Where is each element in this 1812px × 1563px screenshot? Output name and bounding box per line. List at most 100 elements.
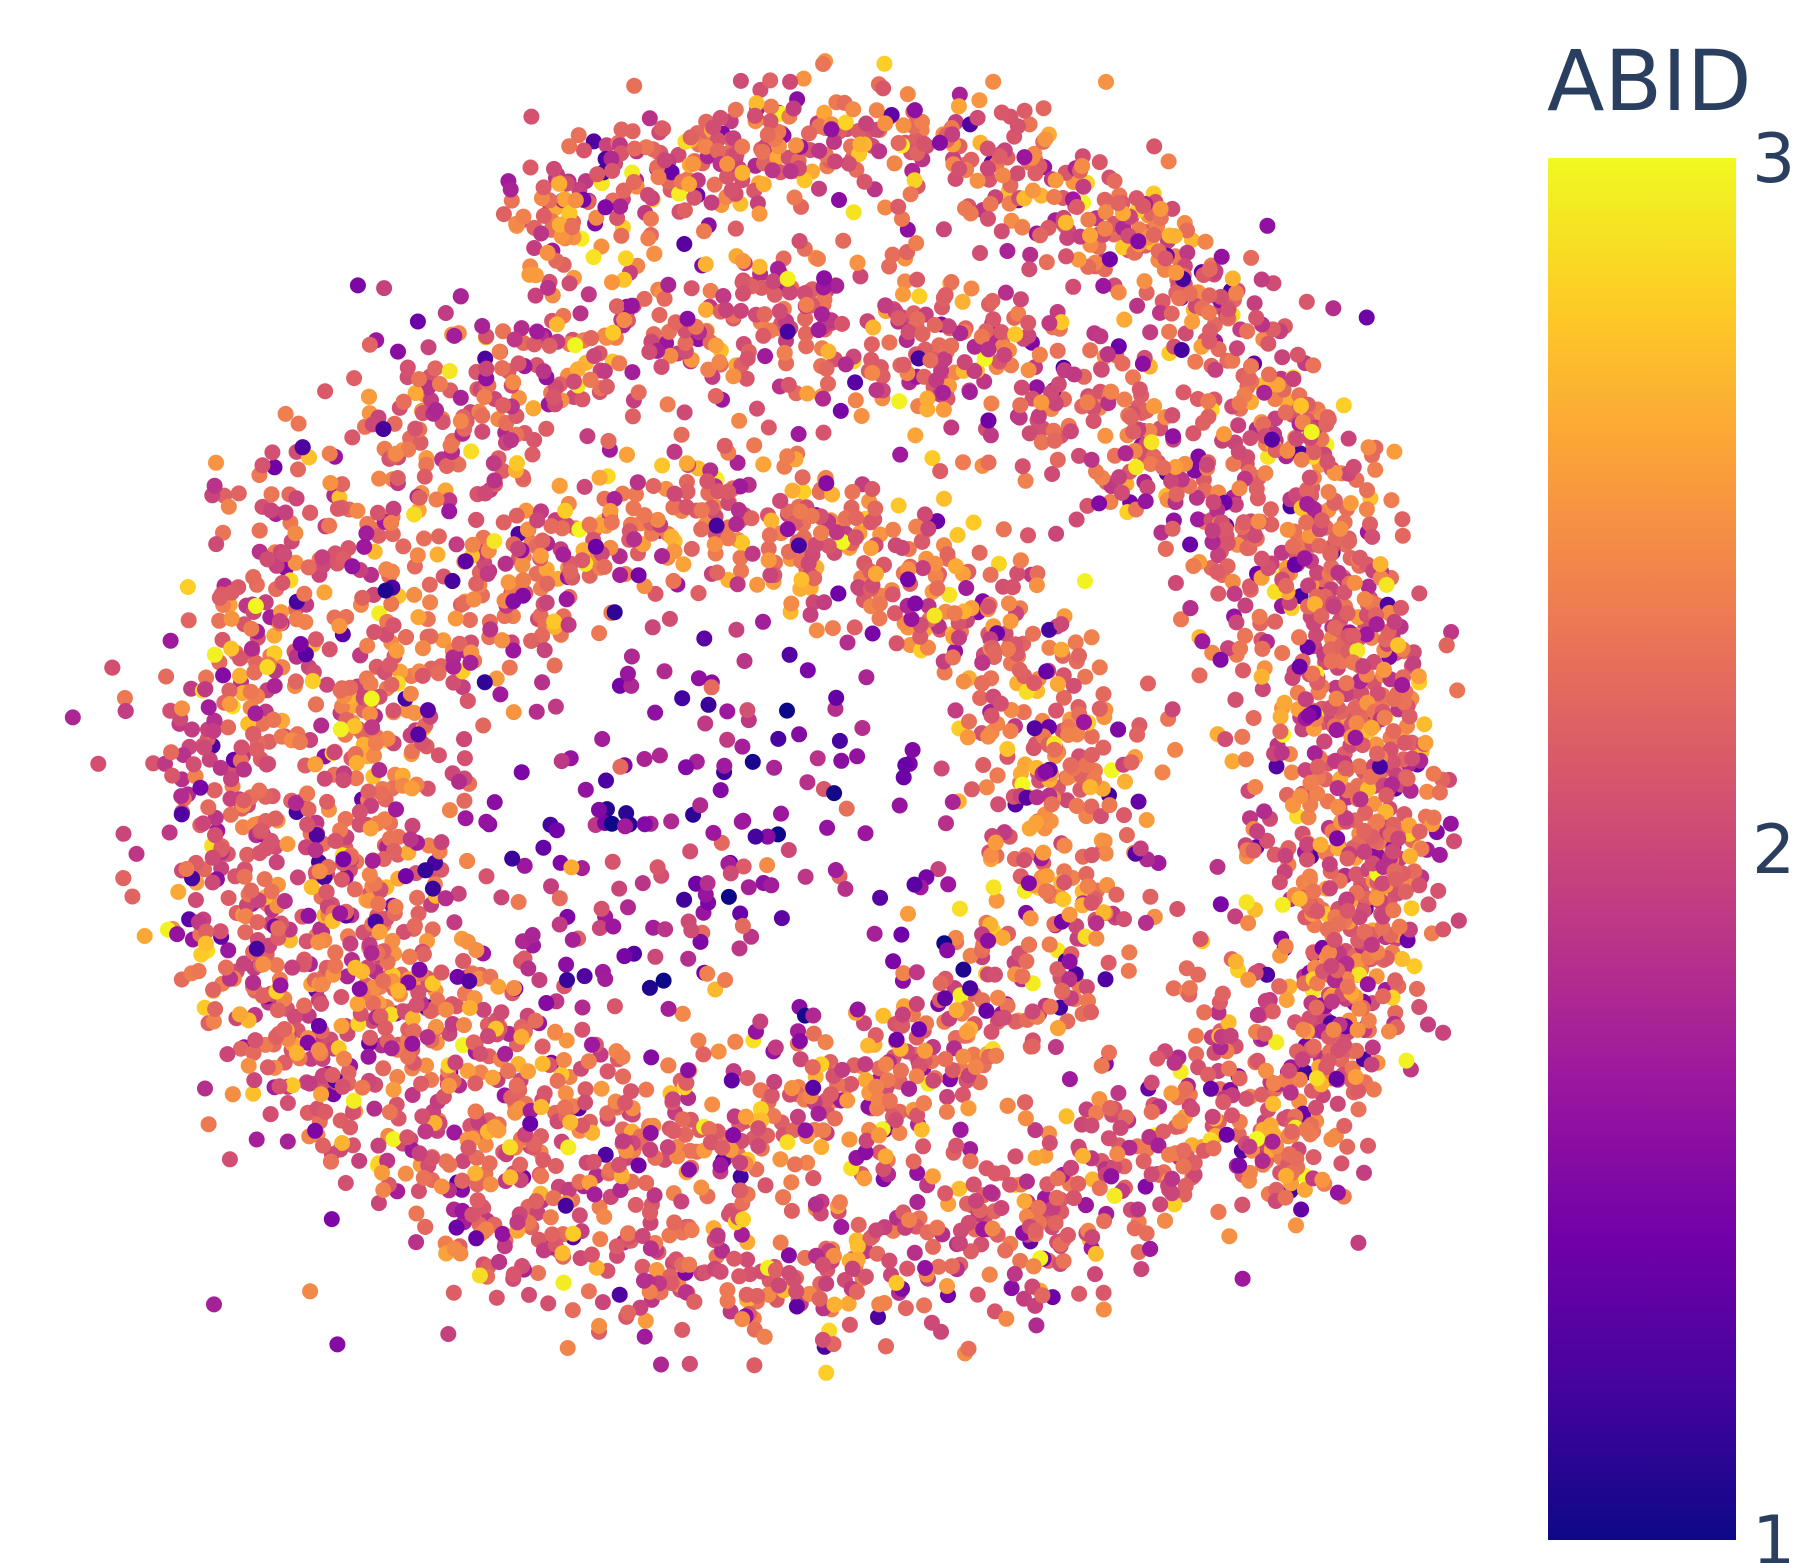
scatter-point — [1018, 1173, 1035, 1190]
scatter-point — [1262, 501, 1279, 518]
scatter-point — [1200, 304, 1217, 321]
scatter-point — [208, 536, 225, 553]
scatter-point — [858, 115, 875, 132]
scatter-point — [200, 1116, 217, 1133]
scatter-point — [871, 143, 888, 160]
scatter-point — [1253, 668, 1270, 685]
scatter-point — [276, 893, 293, 909]
scatter-point — [551, 175, 568, 192]
scatter-point — [993, 223, 1010, 240]
scatter-point — [1207, 361, 1224, 378]
scatter-point — [1321, 856, 1338, 873]
scatter-point — [446, 1124, 463, 1141]
scatter-point — [1394, 511, 1411, 528]
scatter-point — [994, 167, 1011, 184]
scatter-point — [826, 1110, 843, 1127]
scatter-point — [676, 236, 693, 252]
scatter-point — [908, 235, 925, 252]
scatter-point — [577, 1094, 594, 1111]
scatter-point — [979, 160, 996, 177]
scatter-point — [361, 388, 377, 405]
scatter-point — [572, 305, 589, 322]
scatter-point — [450, 456, 467, 473]
scatter-point — [1078, 979, 1095, 996]
scatter-point — [478, 868, 495, 885]
scatter-point — [981, 1266, 998, 1283]
scatter-point — [626, 77, 643, 94]
scatter-point — [336, 1050, 353, 1067]
scatter-point — [825, 1247, 842, 1264]
scatter-point — [257, 840, 274, 857]
scatter-point — [982, 427, 999, 444]
scatter-point — [1390, 830, 1407, 847]
scatter-point — [1079, 394, 1096, 411]
scatter-point — [1339, 978, 1356, 995]
scatter-point — [212, 759, 229, 776]
scatter-point — [906, 172, 923, 189]
scatter-point — [782, 163, 799, 180]
scatter-point — [734, 1311, 751, 1328]
scatter-point — [1163, 305, 1180, 322]
scatter-point — [445, 658, 462, 675]
scatter-point — [1177, 1080, 1194, 1097]
scatter-point — [901, 1212, 918, 1228]
scatter-point — [586, 348, 603, 364]
scatter-point — [254, 457, 271, 474]
scatter-point — [738, 370, 755, 387]
scatter-point — [611, 355, 628, 372]
scatter-point — [259, 551, 276, 568]
scatter-point — [911, 288, 928, 305]
scatter-point — [247, 598, 264, 614]
scatter-point — [1398, 769, 1415, 786]
scatter-point — [1209, 564, 1226, 580]
scatter-point — [1228, 614, 1245, 631]
scatter-point — [1142, 888, 1159, 905]
scatter-point — [1012, 1252, 1029, 1269]
scatter-point — [441, 363, 458, 379]
scatter-point — [1305, 1149, 1322, 1166]
scatter-point — [719, 1292, 736, 1309]
scatter-point — [521, 266, 538, 283]
scatter-point — [1220, 1014, 1237, 1031]
scatter-point — [955, 1048, 972, 1065]
scatter-point — [582, 371, 599, 388]
scatter-point — [530, 1265, 547, 1281]
scatter-point — [844, 1260, 861, 1277]
scatter-point — [673, 1193, 690, 1210]
scatter-point — [407, 385, 424, 401]
scatter-point — [681, 1355, 698, 1372]
scatter-point — [1095, 1301, 1112, 1318]
scatter-point — [1323, 1131, 1340, 1148]
scatter-point — [760, 419, 777, 436]
scatter-point — [308, 631, 324, 648]
scatter-point — [960, 1215, 977, 1231]
scatter-point — [1217, 731, 1234, 748]
scatter-point — [1289, 346, 1306, 363]
scatter-point — [292, 734, 309, 751]
scatter-point — [617, 250, 634, 267]
scatter-point — [960, 1340, 977, 1357]
scatter-point — [1167, 459, 1184, 475]
scatter-point — [923, 1314, 940, 1331]
scatter-point — [187, 892, 204, 908]
scatter-point — [235, 955, 252, 972]
scatter-point — [184, 721, 200, 738]
scatter-point — [482, 1176, 499, 1193]
scatter-point — [1351, 909, 1368, 926]
scatter-point — [1297, 762, 1314, 779]
scatter-point — [1128, 190, 1145, 207]
scatter-point — [205, 981, 222, 998]
scatter-point — [333, 871, 350, 888]
scatter-point — [409, 313, 426, 330]
scatter-point — [834, 315, 850, 332]
scatter-point — [1375, 988, 1391, 1005]
scatter-point — [949, 527, 966, 543]
scatter-point — [1198, 456, 1215, 473]
scatter-point — [913, 1121, 930, 1138]
scatter-point — [1018, 953, 1035, 970]
scatter-point — [288, 1045, 305, 1061]
scatter-point — [366, 624, 383, 640]
scatter-point — [907, 427, 924, 444]
scatter-point — [1350, 1082, 1367, 1099]
scatter-point — [1152, 1196, 1169, 1213]
